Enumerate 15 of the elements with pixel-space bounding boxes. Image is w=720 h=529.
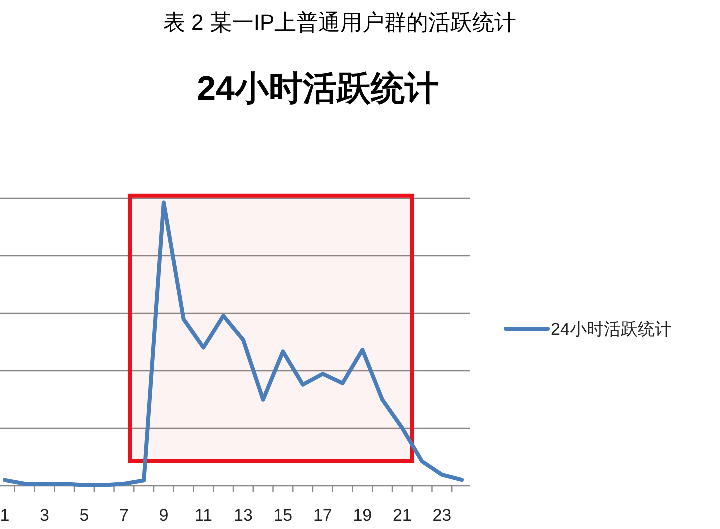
x-tick-label: 3 [40,506,50,525]
legend-label: 24小时活跃统计 [551,320,672,339]
x-tick-label: 5 [80,506,90,525]
x-tick-label: 19 [353,506,372,525]
x-tick-label: 15 [274,506,293,525]
x-tick-label: 7 [119,506,129,525]
x-tick-label: 17 [313,506,332,525]
x-tick-label: 21 [392,506,412,525]
x-tick-label: 1 [0,506,10,525]
x-tick-label: 9 [159,506,169,525]
x-tick-label: 11 [194,506,213,525]
x-tick-label: 23 [432,506,452,525]
x-tick-label: 13 [234,506,253,525]
chart-title: 24小时活跃统计 [197,70,439,108]
text: 表 2 某一IP上普通用户群的活跃统计 [163,10,517,35]
